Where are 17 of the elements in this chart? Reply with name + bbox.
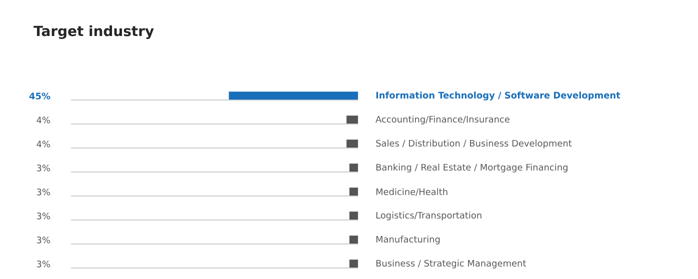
y-tick-label: Banking / Real Estate / Mortgage Financing	[376, 164, 568, 172]
data-label: 3%	[36, 260, 50, 268]
y-tick-label: Information Technology / Software Development	[376, 92, 620, 100]
y-tick-label: Medicine/Health	[376, 188, 448, 196]
y-tick-label: Sales / Distribution / Business Development	[376, 140, 572, 148]
y-tick-label: Manufacturing	[376, 236, 440, 244]
data-label: 45%	[29, 92, 50, 100]
y-tick-label: Logistics/Transportation	[376, 212, 482, 220]
data-label: 3%	[36, 212, 50, 220]
data-label: 4%	[36, 140, 50, 148]
data-label: 3%	[36, 236, 50, 244]
chart-title: Target industry	[34, 25, 154, 40]
y-tick-label: Business / Strategic Management	[376, 260, 526, 268]
data-label: 3%	[36, 188, 50, 196]
data-label: 4%	[36, 116, 50, 124]
data-label: 3%	[36, 164, 50, 172]
y-tick-label: Accounting/Finance/Insurance	[376, 116, 510, 124]
